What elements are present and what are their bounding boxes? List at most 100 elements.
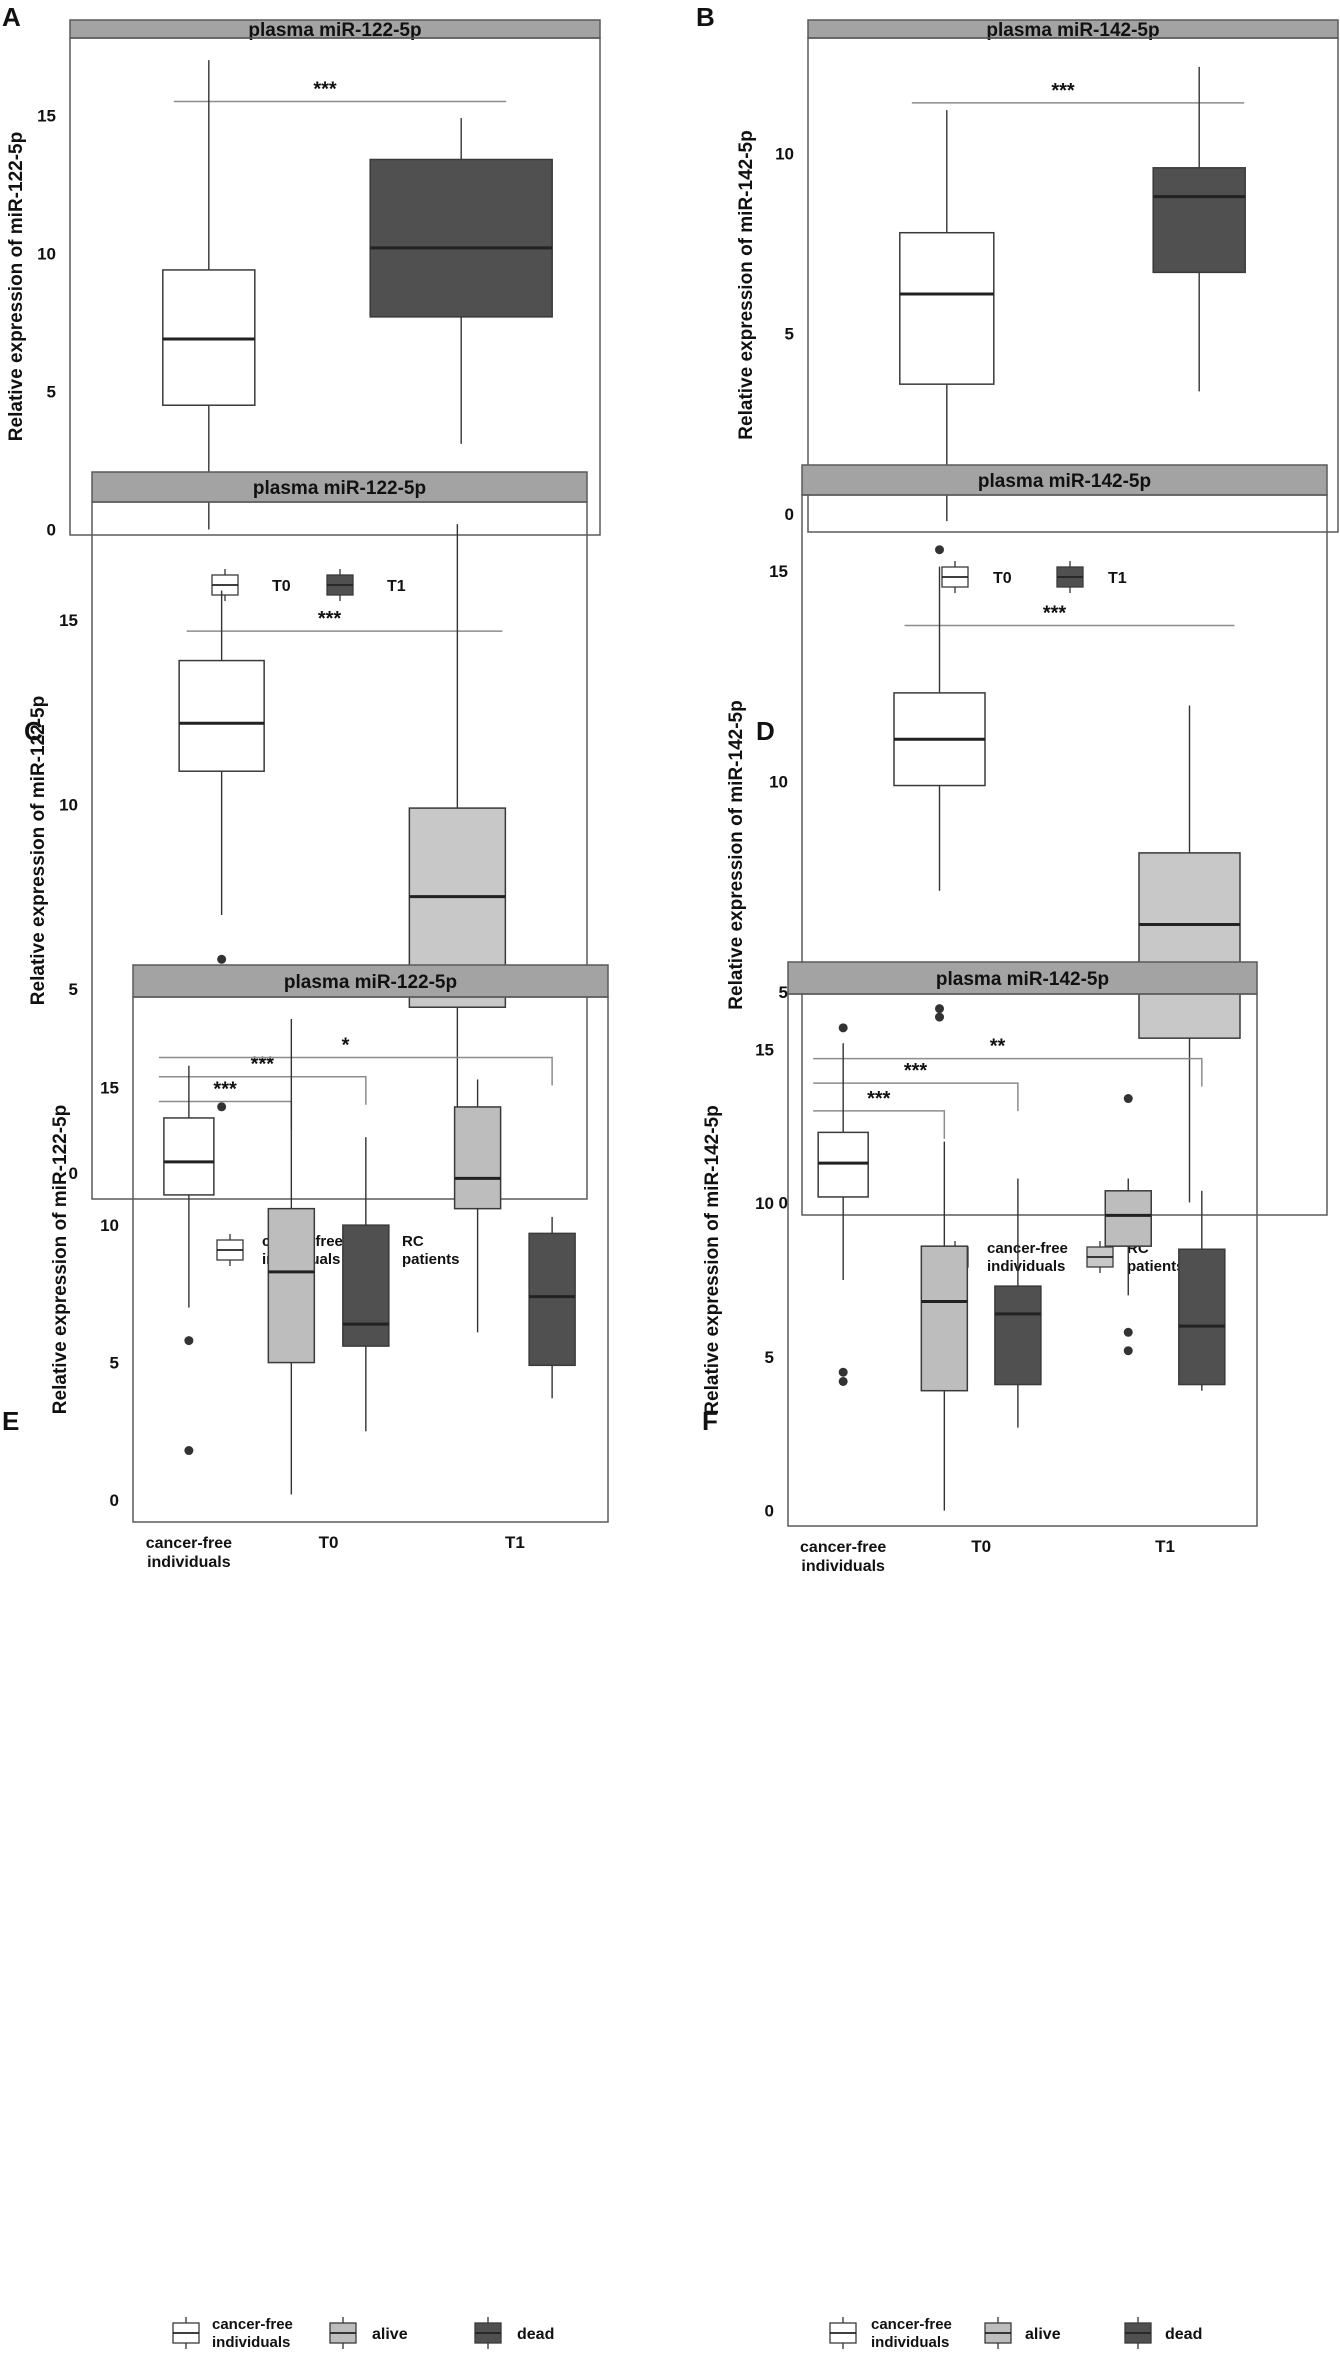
legend-label-line: cancer-free	[212, 2316, 293, 2333]
panel-label: D	[756, 716, 775, 746]
box-cancer-free-individuals	[817, 1023, 869, 1386]
outlier-point	[184, 1446, 194, 1456]
title-strip	[801, 464, 1328, 496]
legend-label: T1	[387, 578, 406, 595]
outlier-point	[1123, 1327, 1133, 1337]
box-t0-dead	[342, 1137, 390, 1432]
outlier-point	[184, 1336, 194, 1346]
box-t1	[369, 118, 553, 444]
legend-label-line: patients	[402, 1251, 460, 1268]
box-body	[920, 1245, 969, 1392]
y-tick-label: 5	[69, 980, 78, 999]
box-body	[1152, 167, 1246, 274]
outlier-point	[838, 1367, 848, 1377]
legend-label: dead	[1165, 2326, 1202, 2343]
y-axis-label: Relative expression of miR-122-5p	[6, 132, 27, 441]
box-body	[178, 659, 265, 772]
panel-label: B	[696, 2, 715, 32]
y-tick-label: 15	[59, 611, 78, 630]
outlier-point	[1123, 1346, 1133, 1356]
chart-title: plasma miR-122-5p	[253, 478, 426, 499]
legend-label-line: cancer-free	[871, 2316, 952, 2333]
box-rc-patients	[408, 524, 507, 1166]
box-body	[267, 1207, 316, 1364]
box-cancer-free-individuals	[178, 590, 265, 1112]
box-t0	[899, 110, 995, 522]
chart-title: plasma miR-142-5p	[936, 969, 1109, 990]
box-body	[528, 1232, 576, 1367]
x-tick-label-line: cancer-free	[146, 1535, 232, 1552]
y-axis-label: Relative expression of miR-142-5p	[726, 700, 747, 1009]
legend-label: T0	[272, 578, 291, 595]
legend: cancer-free individuals alive dead	[829, 2316, 1202, 2351]
legend-key	[326, 569, 354, 601]
y-tick-label: 15	[100, 1079, 119, 1098]
y-tick-label: 0	[69, 1164, 78, 1183]
box-t1-dead	[1178, 1190, 1226, 1391]
y-axis-label: Relative expression of miR-142-5p	[702, 1105, 723, 1414]
box-t1-dead	[528, 1216, 576, 1399]
box-t0	[162, 60, 256, 530]
legend-key	[329, 2317, 357, 2349]
significance-label: ***	[318, 608, 342, 630]
y-axis-label: Relative expression of miR-122-5p	[50, 1105, 71, 1414]
x-tick-label: T0	[971, 1537, 991, 1556]
box-body	[163, 1117, 215, 1196]
x-tick-label-line: cancer-free	[800, 1539, 886, 1556]
y-axis-label: Relative expression of miR-122-5p	[28, 696, 49, 1005]
box-t0-alive	[267, 1018, 316, 1495]
box-body	[899, 231, 995, 385]
outlier-point	[217, 1102, 227, 1112]
plot-area	[807, 37, 1339, 533]
title-strip	[91, 471, 588, 503]
box-cancer-free-individuals	[163, 1065, 215, 1456]
legend-label: RC patients	[402, 1233, 460, 1268]
y-tick-label: 10	[775, 144, 794, 163]
panel-label: C	[24, 716, 43, 746]
box-t0-alive	[920, 1141, 969, 1511]
legend-key	[216, 1234, 244, 1266]
x-tick-label: T0	[319, 1533, 339, 1552]
y-tick-label: 5	[110, 1354, 119, 1373]
x-tick-label: T1	[1155, 1537, 1175, 1556]
y-tick-label: 0	[47, 520, 56, 539]
y-tick-label: 10	[59, 795, 78, 814]
plot-area	[132, 996, 609, 1523]
legend-key	[1124, 2317, 1152, 2349]
legend-key	[984, 2317, 1012, 2349]
title-strip	[132, 964, 609, 998]
legend-label-line: individuals	[987, 1258, 1065, 1275]
legend-key	[211, 569, 239, 601]
x-tick-label-line: individuals	[801, 1558, 885, 1575]
legend-label: alive	[1025, 2326, 1061, 2343]
box-body	[1138, 852, 1241, 1039]
significance-label: ***	[251, 1054, 275, 1076]
box-body	[1104, 1190, 1153, 1247]
box-body	[342, 1224, 390, 1347]
legend-label-line: cancer-free	[987, 1240, 1068, 1257]
legend-key	[829, 2317, 857, 2349]
box-t1	[1152, 66, 1246, 392]
box-body	[369, 158, 553, 318]
box-cancer-free-individuals	[893, 545, 986, 1022]
plot-area	[787, 993, 1258, 1527]
outlier-point	[217, 954, 227, 964]
significance-label: ***	[1043, 603, 1067, 625]
x-tick-label: cancer-free individuals	[800, 1539, 886, 1575]
chart-title: plasma miR-142-5p	[978, 471, 1151, 492]
legend: T0 T1	[941, 561, 1127, 593]
y-tick-label: 15	[755, 1040, 774, 1059]
significance-bracket	[813, 1082, 1019, 1112]
y-tick-label: 10	[769, 772, 788, 791]
legend-label-line: patients	[1127, 1258, 1185, 1275]
outlier-point	[935, 1012, 944, 1022]
legend-label-line: individuals	[212, 2334, 290, 2351]
